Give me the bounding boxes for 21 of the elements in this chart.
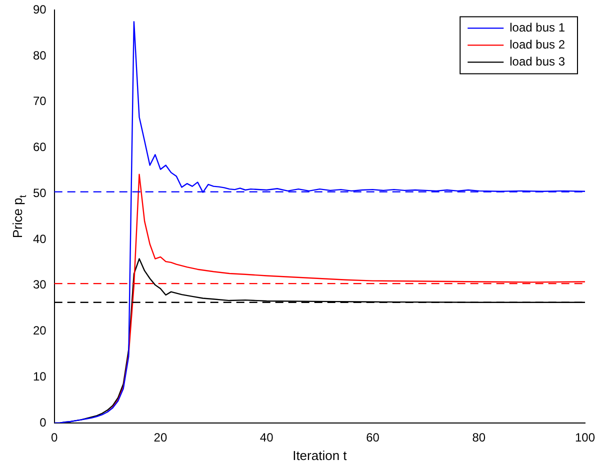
- legend-label: load bus 2: [510, 38, 566, 52]
- x-tick-label: 100: [574, 430, 596, 445]
- y-tick-label: 80: [32, 48, 47, 62]
- y-axis-title: Price pt: [10, 194, 29, 238]
- y-tick-label: 60: [32, 140, 47, 154]
- y-tick-label: 90: [32, 2, 47, 17]
- x-tick-label: 20: [154, 430, 168, 445]
- y-tick-label: 20: [32, 324, 47, 338]
- x-tick-label: 60: [366, 430, 380, 445]
- x-tick-label: 80: [472, 430, 486, 445]
- y-tick-label: 40: [32, 232, 47, 246]
- y-tick-label: 30: [32, 278, 47, 292]
- legend-label: load bus 3: [510, 54, 566, 69]
- y-tick-label: 50: [32, 186, 47, 200]
- x-tick-label: 40: [260, 430, 274, 445]
- y-tick-label: 70: [32, 94, 47, 108]
- y-tick-label: 0: [40, 415, 47, 430]
- legend-label: load bus 1: [510, 20, 566, 35]
- x-tick-label: 0: [51, 430, 58, 445]
- y-tick-label: 10: [32, 369, 47, 384]
- x-axis-title: Iteration t: [292, 448, 348, 463]
